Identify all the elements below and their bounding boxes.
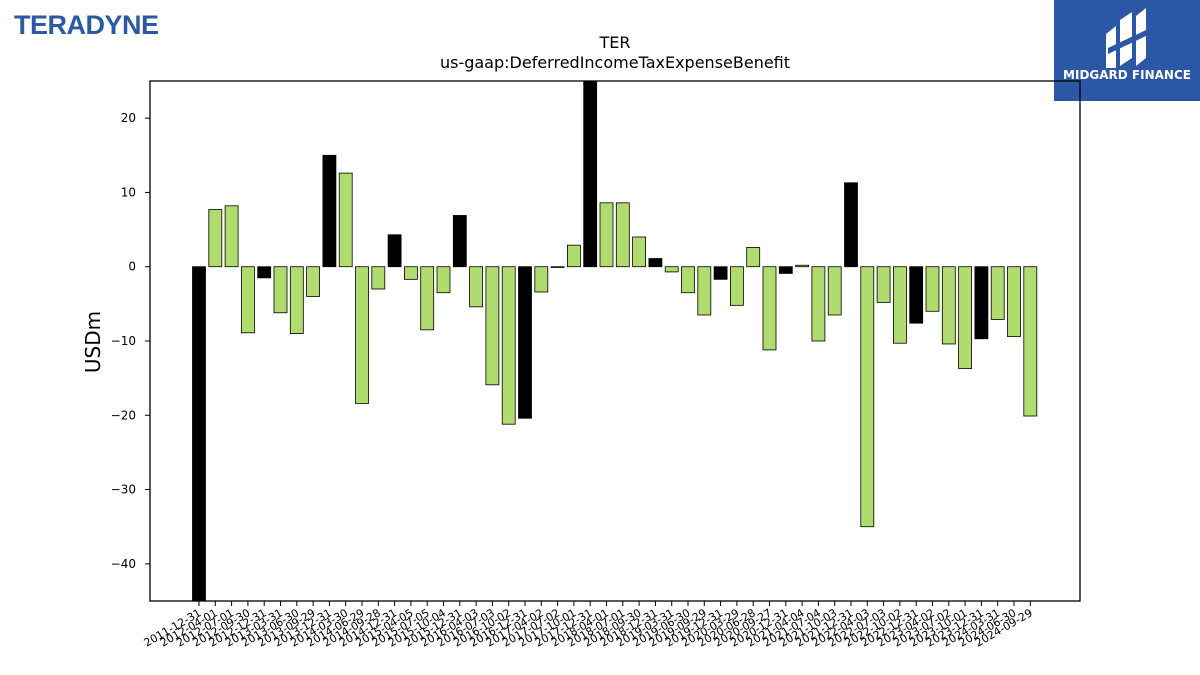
bar-2012-12-31 xyxy=(257,266,272,279)
bar-2017-04-02 xyxy=(534,266,549,293)
bar-2016-04-03 xyxy=(469,266,484,308)
y-tick-label: −40 xyxy=(111,557,136,571)
y-tick-label: 0 xyxy=(128,260,136,274)
bar-2023-07-02 xyxy=(941,266,956,345)
y-axis-ticks: 20 10 0 −10 −20 −30 −40 xyxy=(111,111,150,571)
bar-2021-07-04 xyxy=(811,266,826,342)
y-tick-label: −20 xyxy=(111,408,136,422)
y-tick-label: −30 xyxy=(111,483,136,497)
bar-2022-12-31 xyxy=(909,266,924,324)
bar-2024-06-30 xyxy=(1007,266,1021,337)
bar-2014-12-31 xyxy=(387,234,402,268)
bar-2018-12-31 xyxy=(648,258,663,268)
chart-subtitle: us-gaap:DeferredIncomeTaxExpenseBenefit xyxy=(440,53,790,72)
bar-2017-07-02 xyxy=(550,266,565,268)
bar-2012-09-30 xyxy=(240,266,255,334)
bar-2020-09-27 xyxy=(762,266,777,351)
bar-2012-07-01 xyxy=(224,205,239,268)
bar-2020-06-28 xyxy=(746,246,761,268)
bar-2013-06-30 xyxy=(289,266,304,334)
x-axis-ticks: 2011-12-312012-04-012012-07-012012-09-30… xyxy=(142,601,1035,650)
bar-2011-12-31 xyxy=(192,266,206,602)
bar-2017-12-31 xyxy=(583,80,598,268)
y-axis-label: USDm xyxy=(81,311,105,373)
bar-2015-04-05 xyxy=(403,266,418,280)
bar-2018-04-01 xyxy=(599,202,614,268)
bar-2016-12-31 xyxy=(518,266,532,419)
bar-2021-04-04 xyxy=(795,264,809,268)
teradyne-logo: TERADYNE xyxy=(14,10,159,40)
bar-2012-04-01 xyxy=(208,209,223,268)
bar-2024-09-29 xyxy=(1023,266,1038,417)
bar-2015-07-05 xyxy=(420,266,435,331)
bar-2022-10-02 xyxy=(893,266,907,344)
y-tick-label: 20 xyxy=(121,111,136,125)
bar-2014-09-28 xyxy=(371,266,386,290)
bar-2015-12-31 xyxy=(452,215,467,268)
plot-frame xyxy=(149,80,1081,602)
bar-2019-03-31 xyxy=(664,266,679,273)
bar-2014-03-30 xyxy=(338,172,353,268)
bar-2017-10-01 xyxy=(567,244,581,268)
bar-2013-12-31 xyxy=(322,154,337,268)
bar-2018-09-30 xyxy=(632,236,646,268)
y-tick-label: −10 xyxy=(111,334,136,348)
chart-title: TER xyxy=(599,33,631,52)
bar-2016-07-03 xyxy=(485,266,500,386)
midgard-finance-label: MIDGARD FINANCE xyxy=(1063,68,1191,82)
bar-2023-12-31 xyxy=(974,266,989,340)
bar-2014-06-29 xyxy=(355,266,369,404)
bar-2024-03-31 xyxy=(990,266,1005,320)
bar-2015-10-04 xyxy=(436,266,451,294)
bar-2018-07-01 xyxy=(615,202,630,268)
bar-2023-10-01 xyxy=(958,266,972,369)
bar-2019-09-29 xyxy=(697,266,712,316)
bar-2021-12-31 xyxy=(844,182,858,268)
bar-2020-03-29 xyxy=(730,266,744,306)
midgard-emblem-icon xyxy=(1106,8,1146,68)
bar-2022-04-03 xyxy=(860,266,875,528)
bar-2022-07-03 xyxy=(876,266,891,303)
bar-2013-03-31 xyxy=(273,266,288,314)
midgard-finance-logo: MIDGARD FINANCE xyxy=(1054,0,1200,101)
bar-2021-10-03 xyxy=(827,266,842,316)
bar-2013-09-29 xyxy=(306,266,321,297)
bar-2023-04-02 xyxy=(925,266,940,312)
bar-2019-12-31 xyxy=(713,266,728,280)
bars-group xyxy=(192,80,1038,602)
bar-2020-12-31 xyxy=(778,266,793,274)
bar-2016-10-02 xyxy=(501,266,516,425)
bar-2019-06-30 xyxy=(681,266,695,294)
y-tick-label: 10 xyxy=(121,185,136,199)
